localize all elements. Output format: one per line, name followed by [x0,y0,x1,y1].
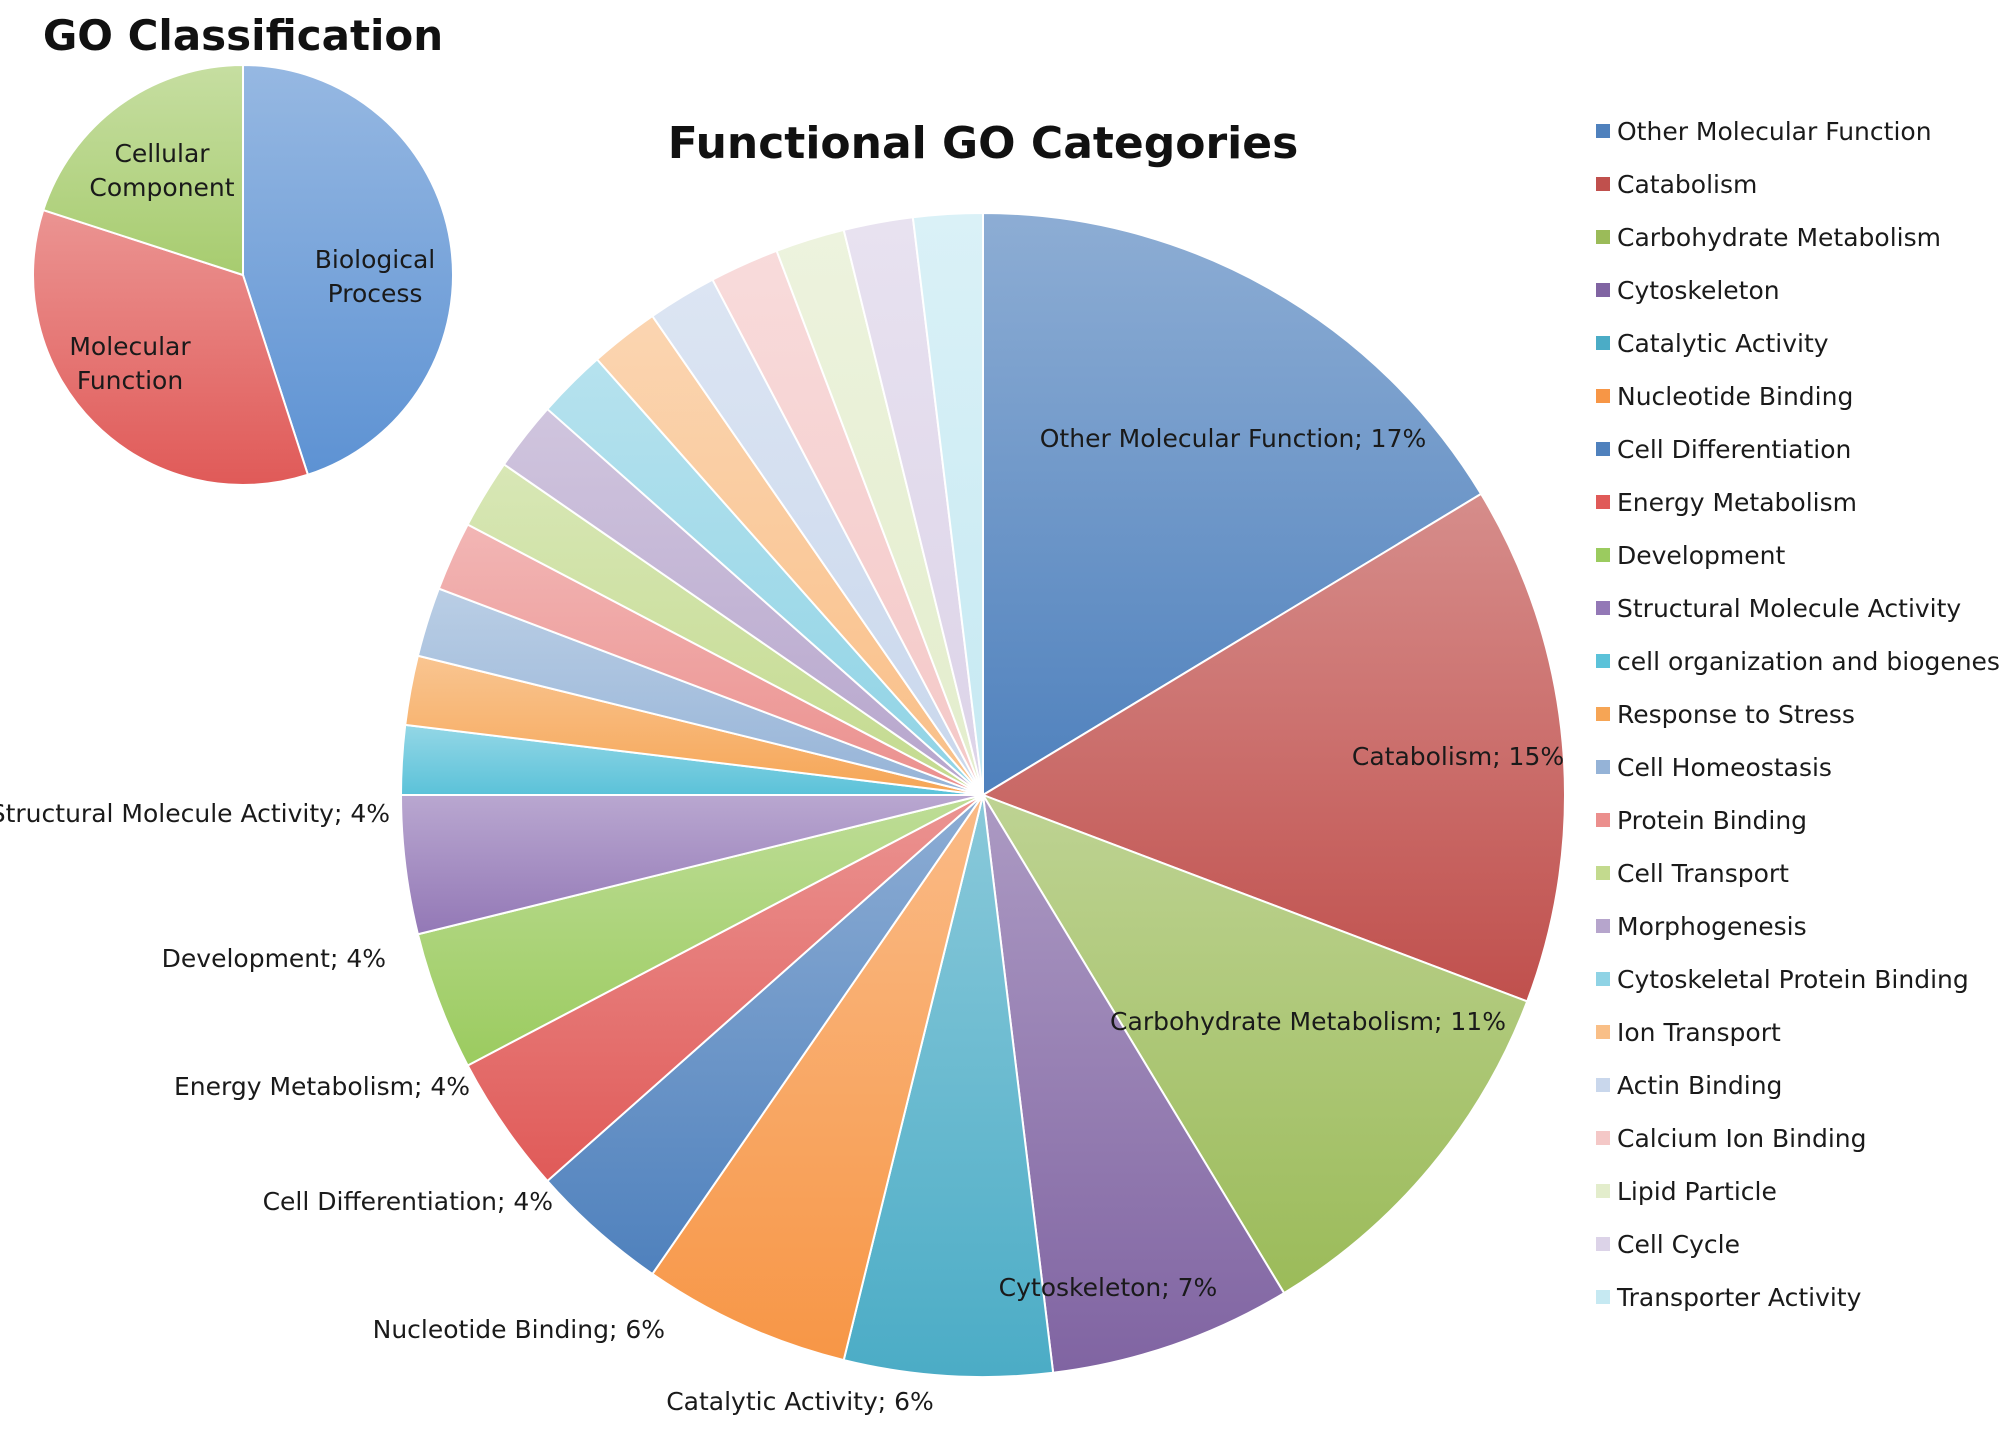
legend-item-catalytic-activity: Catalytic Activity [1596,329,1829,358]
legend-swatch [1596,548,1610,562]
legend-label: Morphogenesis [1617,912,1807,941]
legend-label: Development [1617,541,1785,570]
legend-item-cell-organization-and-biogenesis: cell organization and biogenesis [1596,647,2000,676]
legend-swatch [1596,283,1610,297]
small-pie-label-biological-process: Biological Process [315,245,435,308]
legend-label: Carbohydrate Metabolism [1617,223,1941,252]
main-pie-slice-catabolism [980,492,1566,1003]
legend-item-cell-homeostasis: Cell Homeostasis [1596,753,1832,782]
legend-item-structural-molecule-activity: Structural Molecule Activity [1596,594,1961,623]
legend-item-response-to-stress: Response to Stress [1596,700,1855,729]
legend-item-actin-binding: Actin Binding [1596,1071,1782,1100]
data-label-catalytic-activity: Catalytic Activity; 6% [666,1387,934,1416]
legend-item-morphogenesis: Morphogenesis [1596,912,1807,941]
data-label-catabolism: Catabolism; 15% [1352,742,1564,771]
legend-item-nucleotide-binding: Nucleotide Binding [1596,382,1853,411]
legend-item-transporter-activity: Transporter Activity [1596,1283,1862,1312]
legend-label: Nucleotide Binding [1617,382,1853,411]
legend-item-ion-transport: Ion Transport [1596,1018,1781,1047]
legend-swatch [1596,124,1610,138]
legend-label: Cell Differentiation [1617,435,1851,464]
legend-label: Cell Cycle [1617,1230,1740,1259]
legend-swatch [1596,177,1610,191]
legend-label: Calcium Ion Binding [1617,1124,1867,1153]
small-pie-slice-cellular-component [42,63,244,277]
legend-label: cell organization and biogenesis [1617,647,2000,676]
main-pie-slice-cytoskeleton [982,794,1286,1374]
legend-item-energy-metabolism: Energy Metabolism [1596,488,1857,517]
legend-label: Actin Binding [1617,1071,1782,1100]
legend-item-development: Development [1596,541,1785,570]
legend-item-lipid-particle: Lipid Particle [1596,1177,1777,1206]
main-pie-data-labels: Other Molecular Function; 17% Catabolism;… [0,424,1564,1416]
legend-swatch [1596,1078,1610,1092]
legend-swatch [1596,1290,1610,1304]
legend-swatch [1596,866,1610,880]
legend-swatch [1596,495,1610,509]
data-label-development: Development; 4% [162,944,386,973]
legend-label: Protein Binding [1617,806,1807,835]
legend-item-calcium-ion-binding: Calcium Ion Binding [1596,1124,1867,1153]
small-pie-label-cellular-component: Cellular Component [89,139,234,202]
legend-label: Cell Homeostasis [1617,753,1832,782]
data-label-other-molecular-function: Other Molecular Function; 17% [1040,424,1426,453]
legend-label: Ion Transport [1617,1018,1781,1047]
legend-label: Cytoskeleton [1617,276,1780,305]
legend-label: Energy Metabolism [1617,488,1857,517]
small-pie-label-molecular-function: Molecular Function [69,332,191,395]
main-pie-chart [399,211,1566,1378]
legend-item-other-molecular-function: Other Molecular Function [1596,117,1932,146]
data-label-cytoskeleton: Cytoskeleton; 7% [999,1273,1218,1302]
legend-label: Cell Transport [1617,859,1789,888]
legend-item-cell-transport: Cell Transport [1596,859,1789,888]
legend-label: Lipid Particle [1617,1177,1777,1206]
legend-label: Transporter Activity [1616,1283,1862,1312]
legend-swatch [1596,601,1610,615]
legend-swatch [1596,813,1610,827]
small-pie-slice-molecular-function [32,208,310,486]
main-pie-slice-carbohydrate-metabolism [980,793,1529,1295]
small-pie-chart: Biological Process Molecular Function Cellul… [32,63,454,486]
legend-item-carbohydrate-metabolism: Carbohydrate Metabolism [1596,223,1941,252]
main-pie-slice-catalytic-activity [842,794,1055,1378]
legend-swatch [1596,336,1610,350]
legend-item-cytoskeletal-protein-binding: Cytoskeletal Protein Binding [1596,965,1969,994]
main-pie-slice-other-molecular-function [982,211,1483,797]
legend-label: Cytoskeletal Protein Binding [1617,965,1969,994]
data-label-structural-molecule-activity: Structural Molecule Activity; 4% [0,799,390,828]
legend-item-cell-cycle: Cell Cycle [1596,1230,1740,1259]
small-chart-title: GO Classification [43,11,443,60]
legend-swatch [1596,442,1610,456]
legend-item-cytoskeleton: Cytoskeleton [1596,276,1780,305]
small-pie-slice-biological-process [242,63,454,476]
legend-swatch [1596,1025,1610,1039]
data-label-nucleotide-binding: Nucleotide Binding; 6% [373,1315,665,1344]
legend-swatch [1596,707,1610,721]
main-pie-slice-transporter-activity [911,211,984,796]
data-label-cell-differentiation: Cell Differentiation; 4% [263,1187,553,1216]
legend-swatch [1596,654,1610,668]
legend-swatch [1596,919,1610,933]
legend-swatch [1596,760,1610,774]
legend-swatch [1596,972,1610,986]
legend-label: Catabolism [1617,170,1757,199]
legend-item-catabolism: Catabolism [1596,170,1757,199]
legend-swatch [1596,1131,1610,1145]
legend-swatch [1596,1237,1610,1251]
data-label-energy-metabolism: Energy Metabolism; 4% [174,1072,470,1101]
legend-swatch [1596,230,1610,244]
legend-swatch [1596,389,1610,403]
main-pie-slice-nucleotide-binding [650,794,984,1362]
main-chart-title: Functional GO Categories [668,118,1299,169]
legend-item-cell-differentiation: Cell Differentiation [1596,435,1851,464]
legend-swatch [1596,1184,1610,1198]
main-chart-legend: Other Molecular Function Catabolism Carboh… [1596,117,2000,1312]
legend-item-protein-binding: Protein Binding [1596,806,1807,835]
legend-label: Catalytic Activity [1617,329,1829,358]
legend-label: Other Molecular Function [1617,117,1932,146]
legend-label: Response to Stress [1617,700,1855,729]
data-label-carbohydrate-metabolism: Carbohydrate Metabolism; 11% [1110,1007,1506,1036]
legend-label: Structural Molecule Activity [1617,594,1961,623]
